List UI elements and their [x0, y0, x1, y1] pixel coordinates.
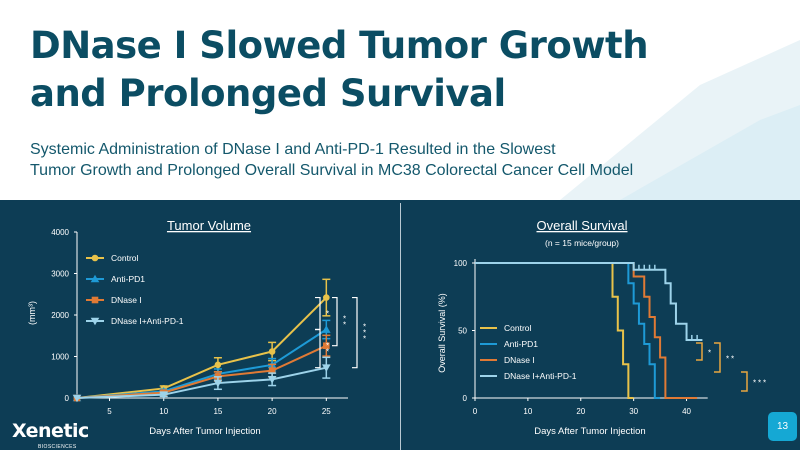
survival-significance-star: *	[708, 349, 711, 358]
tumor-significance-star: *	[363, 329, 366, 338]
tumor-significance-star: *	[343, 315, 346, 324]
survival-x-tick-label: 40	[682, 407, 691, 416]
tumor-significance-star: *	[363, 335, 366, 344]
tumor-x-tick-label: 20	[268, 407, 277, 416]
survival-significance-star: *	[731, 355, 734, 364]
panel-divider	[400, 203, 401, 450]
tumor-point-anti-pd1	[322, 325, 331, 333]
survival-significance-star: *	[763, 379, 766, 388]
tumor-x-tick-label: 25	[322, 407, 331, 416]
survival-x-tick-label: 30	[629, 407, 638, 416]
survival-legend-label-dnase-i-anti-pd-1: DNase I+Anti-PD-1	[504, 371, 577, 381]
tumor-significance-bracket	[332, 296, 338, 347]
tumor-point-control	[323, 294, 330, 301]
tumor-significance-star: *	[343, 321, 346, 330]
tumor-y-tick-label: 0	[65, 394, 70, 403]
survival-significance-bracket	[696, 342, 703, 361]
tumor-point-dnase-i-anti-pd-1	[72, 394, 82, 403]
survival-y-tick-label: 0	[463, 394, 468, 403]
survival-legend-label-anti-pd1: Anti-PD1	[504, 339, 538, 349]
background-decoration	[560, 40, 800, 200]
survival-x-tick-label: 10	[523, 407, 532, 416]
page-subtitle-line-1: Systemic Administration of DNase I and A…	[30, 141, 556, 158]
tumor-x-tick-label: 10	[159, 407, 168, 416]
tumor-legend-marker	[90, 317, 100, 326]
survival-chart-subtitle: (n = 15 mice/group)	[545, 238, 619, 248]
tumor-chart-xlabel: Days After Tumor Injection	[149, 426, 260, 437]
page-subtitle: Systemic Administration of DNase I and A…	[30, 139, 750, 181]
tumor-point-dnase-i	[323, 342, 330, 350]
tumor-y-tick-label: 4000	[51, 228, 69, 237]
tumor-point-dnase-i-anti-pd-1	[159, 391, 169, 399]
survival-curve-dnase-i	[475, 262, 698, 399]
survival-chart-ylabel: Overall Survival (%)	[437, 293, 447, 373]
survival-significance-bracket	[714, 342, 721, 373]
page-title-line-2: and Prolonged Survival	[30, 72, 506, 115]
page-subtitle-line-2: Tumor Growth and Prolonged Overall Survi…	[30, 162, 634, 179]
tumor-point-control	[268, 348, 276, 355]
tumor-y-tick-label: 3000	[51, 270, 69, 279]
tumor-volume-chart: Tumor Volume (mm³) Days After Tumor Inje…	[27, 218, 366, 437]
tumor-significance-star: *	[363, 323, 366, 332]
survival-legend-label-control: Control	[504, 323, 532, 333]
tumor-legend-label-control: Control	[111, 253, 139, 263]
tumor-significance-star: *	[326, 348, 329, 357]
tumor-x-tick-label: 5	[107, 407, 112, 416]
tumor-y-tick-label: 1000	[51, 353, 69, 362]
tumor-x-tick-label: 15	[213, 407, 222, 416]
tumor-point-dnase-i-anti-pd-1	[213, 379, 223, 388]
survival-significance-star: *	[753, 379, 756, 388]
company-logo: Xenetic BIOSCIENCES	[12, 420, 89, 450]
page-title: DNase I Slowed Tumor Growth and Prolonge…	[30, 22, 730, 118]
logo-wordmark: Xenetic	[12, 420, 89, 442]
survival-x-tick-label: 20	[576, 407, 585, 416]
tumor-significance-star: *	[326, 310, 329, 319]
survival-y-tick-label: 100	[454, 259, 468, 268]
tumor-y-tick-label: 2000	[51, 311, 69, 320]
page-number-badge: 13	[768, 412, 797, 441]
tumor-legend-label-anti-pd1: Anti-PD1	[111, 274, 145, 284]
tumor-point-dnase-i-anti-pd-1	[267, 376, 277, 384]
tumor-chart-ylabel: (mm³)	[27, 301, 37, 325]
survival-chart-title: Overall Survival	[536, 218, 627, 233]
tumor-legend-label-dnase-i-anti-pd-1: DNase I+Anti-PD-1	[111, 316, 184, 326]
tumor-significance-bracket	[315, 296, 321, 331]
survival-y-tick-label: 50	[458, 327, 467, 336]
tumor-chart-title: Tumor Volume	[167, 218, 251, 233]
tumor-significance-bracket	[352, 296, 358, 369]
logo-subtext: BIOSCIENCES	[38, 444, 77, 450]
tumor-legend-marker	[91, 296, 99, 304]
survival-curve-anti-pd1	[475, 262, 661, 399]
tumor-line-control	[76, 296, 328, 399]
tumor-point-dnase-i	[268, 367, 276, 374]
survival-chart-xlabel: Days After Tumor Injection	[534, 426, 645, 437]
tumor-significance-star: *	[326, 342, 329, 351]
survival-curve-control	[475, 262, 634, 399]
survival-curve-dnase-i-anti-pd-1	[475, 262, 703, 341]
tumor-legend-marker	[91, 254, 99, 262]
tumor-legend-marker	[90, 274, 100, 283]
tumor-point-control	[214, 361, 222, 369]
survival-significance-star: *	[758, 379, 761, 388]
tumor-significance-bracket	[315, 328, 321, 369]
overall-survival-chart: Overall Survival (n = 15 mice/group) Ove…	[437, 218, 766, 437]
survival-legend-label-dnase-i: DNase I	[504, 355, 535, 365]
survival-significance-bracket	[741, 371, 748, 392]
survival-significance-star: *	[726, 355, 729, 364]
tumor-legend-label-dnase-i: DNase I	[111, 295, 142, 305]
page-title-line-1: DNase I Slowed Tumor Growth	[30, 24, 649, 67]
survival-x-tick-label: 0	[473, 407, 478, 416]
tumor-point-dnase-i-anti-pd-1	[322, 364, 331, 373]
